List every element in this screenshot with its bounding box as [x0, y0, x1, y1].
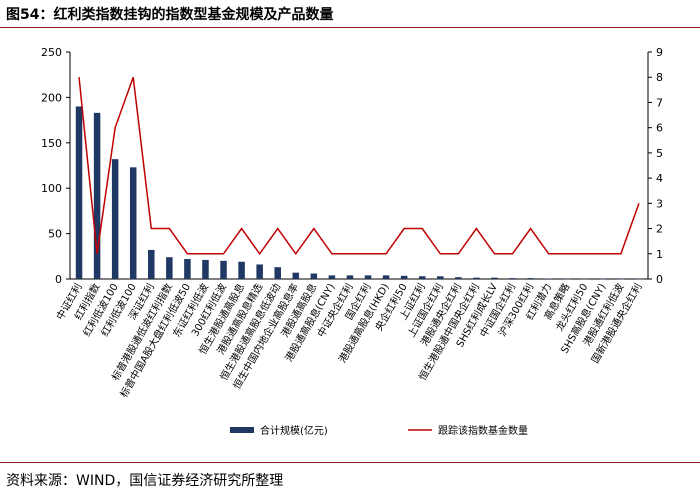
bar	[75, 106, 83, 279]
y-left-tick-label: 150	[41, 137, 62, 150]
bar	[93, 112, 101, 279]
y-right-tick-label: 9	[656, 46, 663, 59]
bar	[491, 277, 498, 279]
bar	[617, 278, 625, 280]
y-left-tick-label: 250	[41, 46, 62, 59]
y-right-tick-label: 7	[656, 96, 663, 109]
y-right-tick-label: 6	[656, 122, 663, 135]
source-divider	[0, 462, 700, 463]
bar	[256, 264, 263, 279]
bar	[581, 278, 589, 280]
bar	[382, 275, 390, 279]
chart-axes: 0 50 100 150 200 250 0 1 2 3 4 5 6 7 8 9	[41, 46, 663, 286]
y-left-tick-label: 200	[41, 91, 62, 104]
bar	[148, 249, 155, 279]
bar	[328, 275, 336, 279]
y-left-tick-label: 0	[55, 273, 62, 286]
bar	[635, 278, 643, 280]
bar	[455, 277, 462, 279]
bar	[509, 278, 516, 279]
bar	[184, 259, 191, 279]
legend-swatch-bar	[230, 427, 254, 433]
y-right-tick-label: 1	[656, 248, 663, 261]
bar-line-chart: 0 50 100 150 200 250 0 1 2 3 4 5 6 7 8 9 中证红利红利指数红利低波10…	[41, 46, 663, 437]
bar	[437, 276, 444, 279]
bar	[274, 267, 281, 279]
bar	[400, 275, 408, 279]
bar	[346, 275, 354, 279]
bar-series	[75, 106, 643, 280]
bar	[473, 277, 480, 279]
bar	[292, 272, 300, 279]
bar	[545, 278, 552, 280]
bar	[129, 167, 137, 279]
y-left-tick-label: 50	[48, 228, 62, 241]
y-right-tick-label: 0	[656, 273, 663, 286]
bar	[599, 278, 607, 280]
line-path	[78, 76, 640, 256]
bar	[563, 278, 570, 280]
y-right-tick-label: 3	[656, 197, 663, 210]
y-left-tick-label: 100	[41, 182, 62, 195]
source-note: 资料来源：WIND，国信证券经济研究所整理	[6, 473, 284, 489]
legend-label-bar: 合计规模(亿元)	[260, 424, 328, 437]
line-series	[78, 76, 640, 256]
bar	[166, 257, 173, 279]
bar	[527, 278, 534, 279]
category-labels: 中证红利红利指数红利低波100红利低波100深证红利标普港股通低波红利指数标普中…	[53, 281, 644, 400]
bar	[364, 275, 372, 279]
y-right-tick-label: 4	[656, 172, 663, 185]
bar	[238, 261, 245, 279]
y-right-tick-label: 8	[656, 71, 663, 84]
bar	[220, 260, 227, 279]
chart-legend: 合计规模(亿元) 跟踪该指数基金数量	[230, 424, 528, 437]
y-right-tick-label: 5	[656, 147, 663, 160]
bar	[310, 273, 318, 279]
bar	[418, 276, 426, 279]
bar	[202, 259, 209, 279]
y-right-tick-label: 2	[656, 223, 663, 236]
legend-label-line: 跟踪该指数基金数量	[438, 424, 528, 437]
figure-title: 图54：红利类指数挂钩的指数型基金规模及产品数量	[6, 7, 334, 23]
bar	[111, 159, 119, 279]
title-divider	[0, 27, 700, 28]
